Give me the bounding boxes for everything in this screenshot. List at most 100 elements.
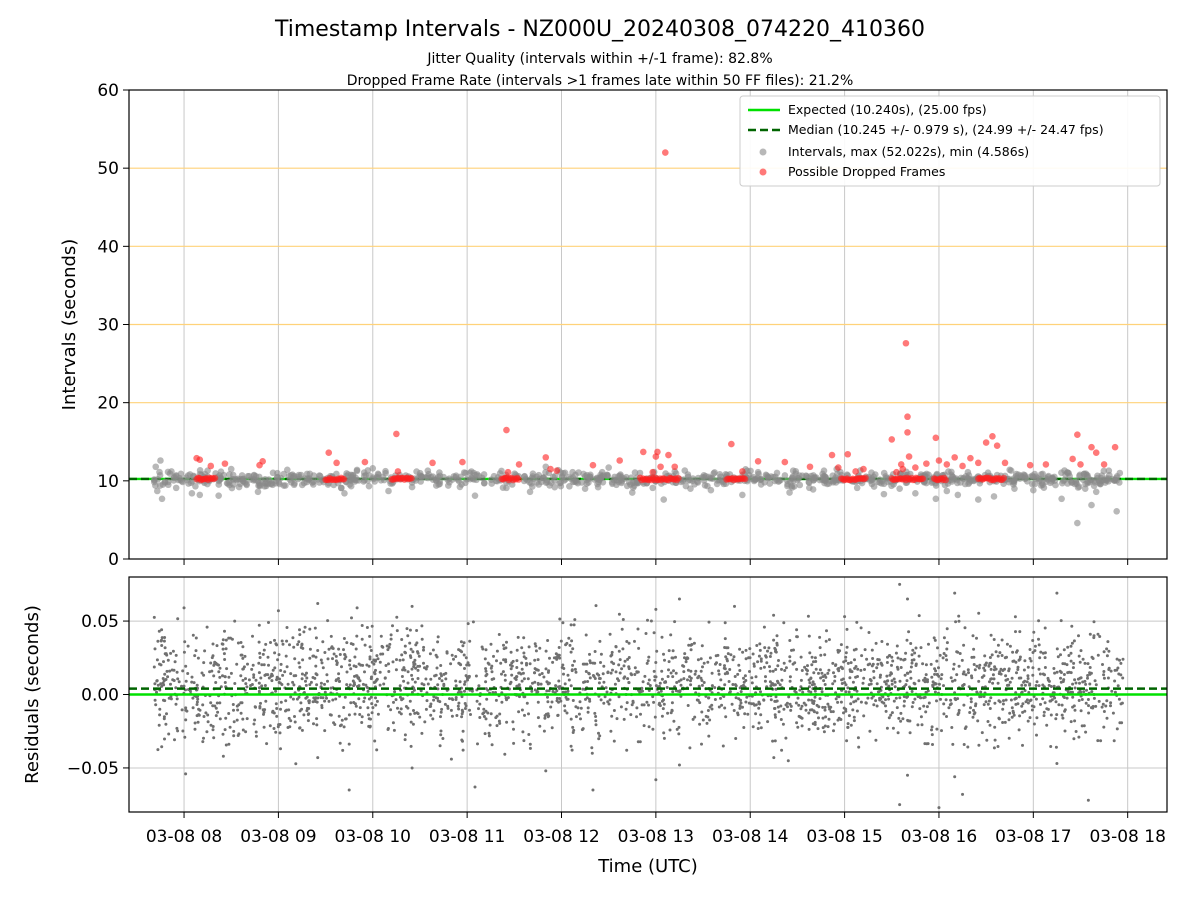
residual-point — [937, 682, 941, 686]
residual-point — [571, 647, 575, 651]
residual-point — [370, 660, 374, 664]
residual-point — [370, 624, 374, 628]
residual-point — [1071, 682, 1075, 686]
residual-point — [431, 717, 435, 721]
residual-point — [1073, 708, 1077, 712]
residual-point — [406, 681, 410, 685]
residual-point — [394, 698, 398, 702]
residual-point — [521, 730, 525, 734]
residual-point — [273, 638, 276, 642]
residual-point — [910, 705, 914, 709]
residual-point — [810, 683, 814, 687]
residual-point — [517, 710, 521, 714]
residual-point — [212, 663, 216, 667]
interval-point — [204, 467, 211, 474]
residual-point — [1018, 630, 1022, 634]
residual-point — [823, 705, 827, 709]
residual-point — [232, 720, 236, 724]
residual-point — [554, 656, 558, 659]
residual-point — [221, 638, 225, 642]
residual-point — [732, 709, 736, 712]
residual-point — [941, 656, 945, 660]
residual-point — [214, 661, 218, 665]
residual-point — [448, 697, 451, 701]
residual-point — [257, 681, 261, 685]
residual-point — [1012, 711, 1015, 715]
interval-point — [1092, 488, 1100, 496]
dropped-frame-point — [503, 426, 510, 434]
residual-point — [879, 673, 882, 677]
interval-point — [1088, 501, 1095, 509]
residual-point — [937, 806, 941, 810]
residual-point — [358, 713, 362, 716]
residual-point — [857, 745, 861, 749]
residual-point — [293, 720, 297, 724]
residual-point — [903, 673, 907, 677]
residual-point — [722, 695, 726, 698]
residual-point — [1092, 696, 1096, 700]
residual-point — [484, 680, 488, 684]
residual-point — [175, 697, 179, 701]
residual-point — [1031, 666, 1035, 670]
residual-point — [195, 683, 199, 687]
residual-point — [906, 773, 909, 777]
residual-point — [334, 654, 338, 658]
residual-point — [1047, 683, 1051, 687]
legend-dropped-swatch — [759, 168, 767, 176]
residual-point — [569, 744, 573, 748]
residual-point — [1086, 676, 1089, 680]
residual-point — [962, 703, 966, 707]
residual-point — [1022, 668, 1026, 672]
residual-point — [410, 690, 414, 694]
residual-point — [345, 683, 349, 687]
residual-point — [1013, 615, 1017, 619]
residual-point — [813, 695, 817, 699]
residual-point — [970, 655, 974, 659]
residual-point — [243, 654, 247, 658]
residual-point — [460, 695, 464, 699]
dropped-frame-point — [942, 476, 949, 484]
residual-point — [599, 652, 603, 656]
residual-point — [182, 684, 186, 688]
interval-point — [636, 469, 644, 477]
residual-point — [872, 676, 876, 680]
residual-point — [988, 680, 991, 684]
residual-point — [389, 637, 393, 641]
residual-point — [875, 704, 879, 708]
residual-point — [474, 674, 478, 678]
residual-point — [567, 636, 571, 640]
residual-point — [931, 743, 934, 746]
interval-point — [681, 467, 689, 474]
residual-point — [909, 676, 913, 680]
residual-point — [442, 682, 446, 686]
residual-point — [231, 703, 235, 706]
residual-point — [522, 677, 526, 681]
residual-point — [268, 724, 272, 728]
residual-point — [810, 663, 814, 667]
residual-point — [1029, 659, 1033, 663]
residual-point — [262, 725, 266, 729]
residual-point — [572, 623, 576, 627]
residual-point — [573, 667, 577, 671]
residual-point — [285, 626, 289, 629]
interval-point — [295, 471, 303, 479]
residual-point — [171, 649, 175, 653]
residual-point — [386, 728, 390, 731]
residual-point — [854, 699, 858, 703]
residual-point — [933, 690, 937, 694]
dropped-frame-point — [675, 474, 682, 482]
residual-point — [598, 677, 602, 680]
residual-point — [734, 737, 738, 740]
interval-point — [671, 468, 679, 475]
residual-point — [867, 631, 871, 634]
residual-point — [774, 650, 778, 654]
residual-point — [468, 639, 472, 643]
residual-point — [637, 646, 641, 650]
residual-point — [926, 680, 929, 684]
residual-point — [1084, 682, 1088, 686]
residual-point — [520, 679, 524, 683]
residual-point — [358, 679, 362, 683]
residual-point — [872, 703, 876, 707]
residual-point — [311, 654, 315, 658]
residual-point — [849, 661, 853, 665]
